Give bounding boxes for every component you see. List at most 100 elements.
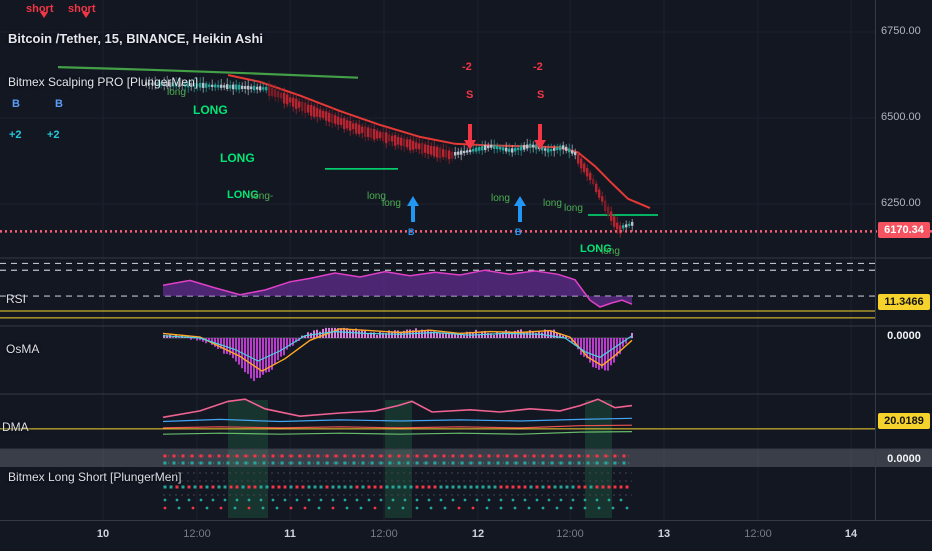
candle-body (373, 128, 376, 140)
candle-body (565, 146, 568, 151)
longshort-marker (595, 461, 599, 465)
candle-body (364, 126, 367, 137)
osma-histogram-bar (514, 330, 516, 338)
longshort-marker (217, 461, 221, 465)
time-tick-label: 14 (844, 528, 858, 540)
osma-histogram-bar (343, 327, 345, 338)
osma-histogram-bar (382, 332, 384, 338)
slow-ma-line (57, 66, 359, 79)
longshort-marker (475, 498, 479, 502)
longshort-marker (163, 454, 167, 458)
candle-body (304, 102, 307, 113)
longshort-marker (421, 485, 425, 489)
longshort-marker (457, 506, 461, 510)
candle-body (505, 147, 508, 152)
longshort-marker (271, 498, 275, 502)
longshort-marker (208, 461, 212, 465)
longshort-marker (451, 485, 455, 489)
longshort-marker (359, 506, 363, 510)
longshort-marker (307, 461, 311, 465)
candle-body (259, 86, 262, 91)
longshort-marker (613, 454, 617, 458)
candle-body (511, 148, 514, 153)
candle-body (220, 84, 223, 88)
dma-blue-line (162, 417, 633, 423)
longshort-marker (523, 498, 527, 502)
candle-body (256, 86, 259, 90)
longshort-marker (427, 498, 431, 502)
longshort-marker (505, 461, 509, 465)
osma-histogram-bar (439, 333, 441, 338)
longshort-marker (586, 454, 590, 458)
sell-arrow-icon (538, 124, 542, 140)
longshort-marker (391, 498, 395, 502)
candle-body (274, 89, 277, 97)
longshort-marker (513, 506, 517, 510)
candle-body (184, 82, 187, 87)
longshort-pane-label[interactable]: Bitmex Long Short [PlungerMen] (8, 470, 182, 484)
longshort-marker (555, 506, 559, 510)
longshort-marker (343, 485, 347, 489)
price-axis[interactable]: 6750.00 6500.00 6250.00 6170.34 11.3466 0.000… (875, 0, 932, 520)
time-tick-label: 10 (96, 528, 110, 540)
candle-body (244, 86, 247, 89)
candle-body (325, 111, 328, 121)
candle-body (352, 123, 355, 130)
longshort-marker (595, 485, 599, 489)
indicator-title[interactable]: Bitmex Scalping PRO [PlungerMen] (8, 75, 199, 89)
candle-body (148, 82, 151, 85)
longshort-marker (541, 461, 545, 465)
longshort-marker (235, 498, 239, 502)
candle-body (151, 82, 154, 85)
candle-body (226, 84, 229, 89)
longshort-marker (217, 454, 221, 458)
longshort-marker (514, 461, 518, 465)
longshort-marker (259, 485, 263, 489)
osma-histogram-bar (256, 338, 258, 379)
osma-histogram-bar (436, 332, 438, 338)
longshort-marker (325, 485, 329, 489)
symbol-title[interactable]: Bitcoin /Tether, 15, BINANCE, Heikin Ash… (8, 31, 263, 46)
candle-body (628, 223, 631, 226)
candle-body (448, 150, 451, 160)
longshort-marker (429, 506, 433, 510)
osma-histogram-bar (259, 338, 261, 378)
candle-body (268, 85, 271, 97)
dma-pane-label[interactable]: DMA (2, 420, 29, 434)
longshort-marker (505, 454, 509, 458)
longshort-marker (271, 485, 275, 489)
osma-histogram-bar (289, 338, 291, 347)
time-axis[interactable]: 10 12:00 11 12:00 12 12:00 13 12:00 14 (0, 520, 932, 551)
longshort-marker (367, 485, 371, 489)
longshort-marker (205, 485, 209, 489)
longshort-marker (271, 461, 275, 465)
osma-histogram-bar (595, 338, 597, 369)
candle-body (262, 87, 265, 90)
longshort-marker (199, 485, 203, 489)
candle-body (172, 82, 175, 87)
osma-histogram-bar (163, 334, 165, 338)
osma-histogram-bar (541, 332, 543, 338)
longshort-marker (361, 485, 365, 489)
longshort-marker (442, 461, 446, 465)
longshort-marker (283, 485, 287, 489)
last-price-badge: 6170.34 (878, 222, 930, 238)
candle-body (493, 144, 496, 149)
longshort-marker (361, 454, 365, 458)
candle-body (457, 151, 460, 155)
longshort-marker (307, 498, 311, 502)
longshort-marker (379, 461, 383, 465)
osma-histogram-bar (199, 338, 201, 341)
longshort-marker (244, 454, 248, 458)
osma-histogram-bar (448, 331, 450, 338)
candle-body (550, 149, 553, 152)
longshort-marker (247, 506, 251, 510)
longshort-marker (331, 485, 335, 489)
longshort-marker (271, 454, 275, 458)
longshort-marker (370, 461, 374, 465)
rsi-pane-label[interactable]: RSI (6, 292, 27, 306)
osma-pane-label[interactable]: OsMA (6, 342, 40, 356)
longshort-marker (163, 506, 167, 510)
candle-body (481, 146, 484, 151)
